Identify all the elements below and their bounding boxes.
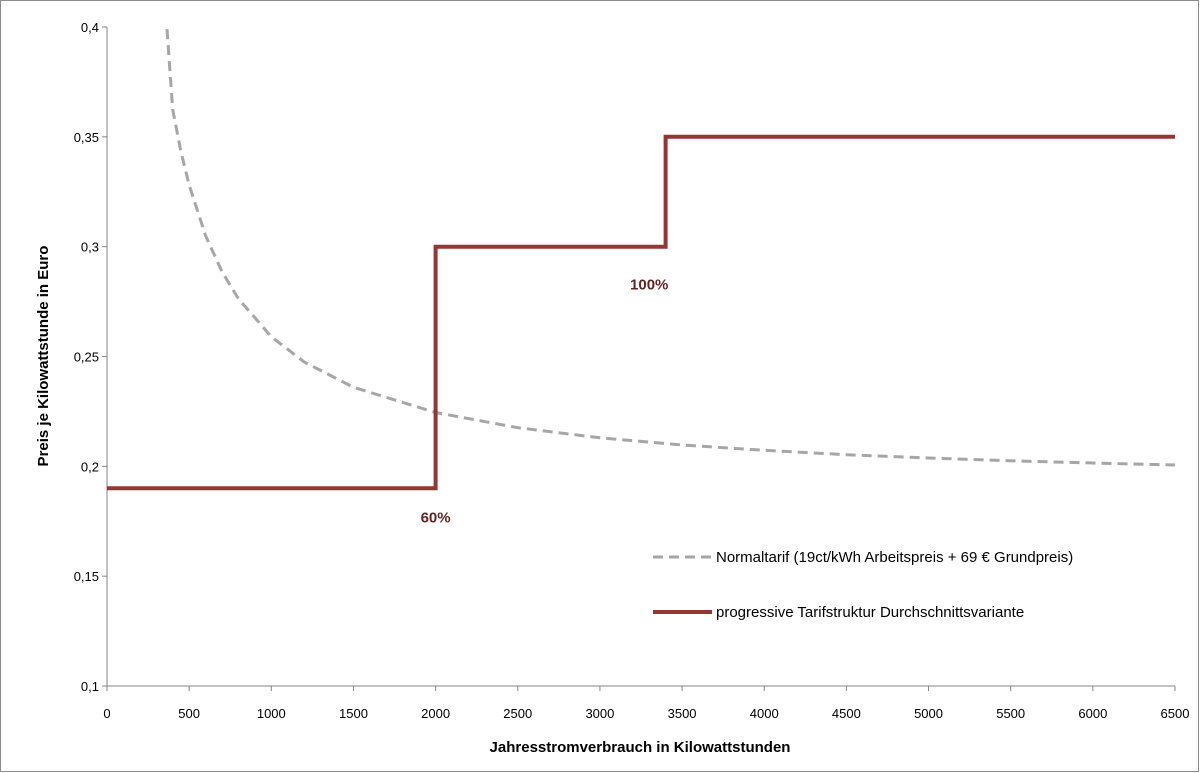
x-tick-label: 5000 [914,706,943,721]
series-layer [107,29,1176,491]
x-tick-label: 1000 [257,706,286,721]
x-tick-label: 6000 [1078,706,1107,721]
x-tick-label: 1500 [339,706,368,721]
y-axis-label: Preis je Kilowattstunde in Euro [35,246,52,467]
axes: 0,1 0,15 0,2 0,25 0,3 0,35 0,4 0 500 1000 1500 2000… [74,20,1190,721]
annotation-label: 100% [630,277,668,294]
y-tick-label: 0,1 [81,679,99,694]
x-axis-label: Jahresstromverbrauch in Kilowattstunden [490,739,791,756]
series-line-normaltarif [165,29,1176,467]
x-tick-label: 6500 [1161,706,1190,721]
y-tick-label: 0,2 [81,459,99,474]
x-tick-label: 4000 [750,706,779,721]
x-tick-label: 2500 [503,706,532,721]
y-tick-label: 0,15 [74,569,99,584]
y-tick-label: 0,35 [74,130,99,145]
y-tick-label: 0,25 [74,350,99,365]
annotation-layer: 60% 100% [421,277,669,527]
legend-label: progressive Tarifstruktur Durchschnittsv… [716,604,1024,621]
series-line-progressive [107,134,1175,491]
legend: Normaltarif (19ct/kWh Arbeitspreis + 69 … [653,549,1073,621]
y-tick-label: 0,4 [81,20,99,35]
legend-label: Normaltarif (19ct/kWh Arbeitspreis + 69 … [716,549,1073,566]
x-tick-label: 4500 [832,706,861,721]
x-tick-label: 2000 [421,706,450,721]
x-tick-label: 5500 [996,706,1025,721]
x-tick-label: 3500 [668,706,697,721]
x-tick-label: 500 [178,706,200,721]
y-tick-label: 0,3 [81,240,99,255]
annotation-label: 60% [421,509,451,526]
x-tick-label: 0 [103,706,110,721]
x-tick-label: 3000 [585,706,614,721]
